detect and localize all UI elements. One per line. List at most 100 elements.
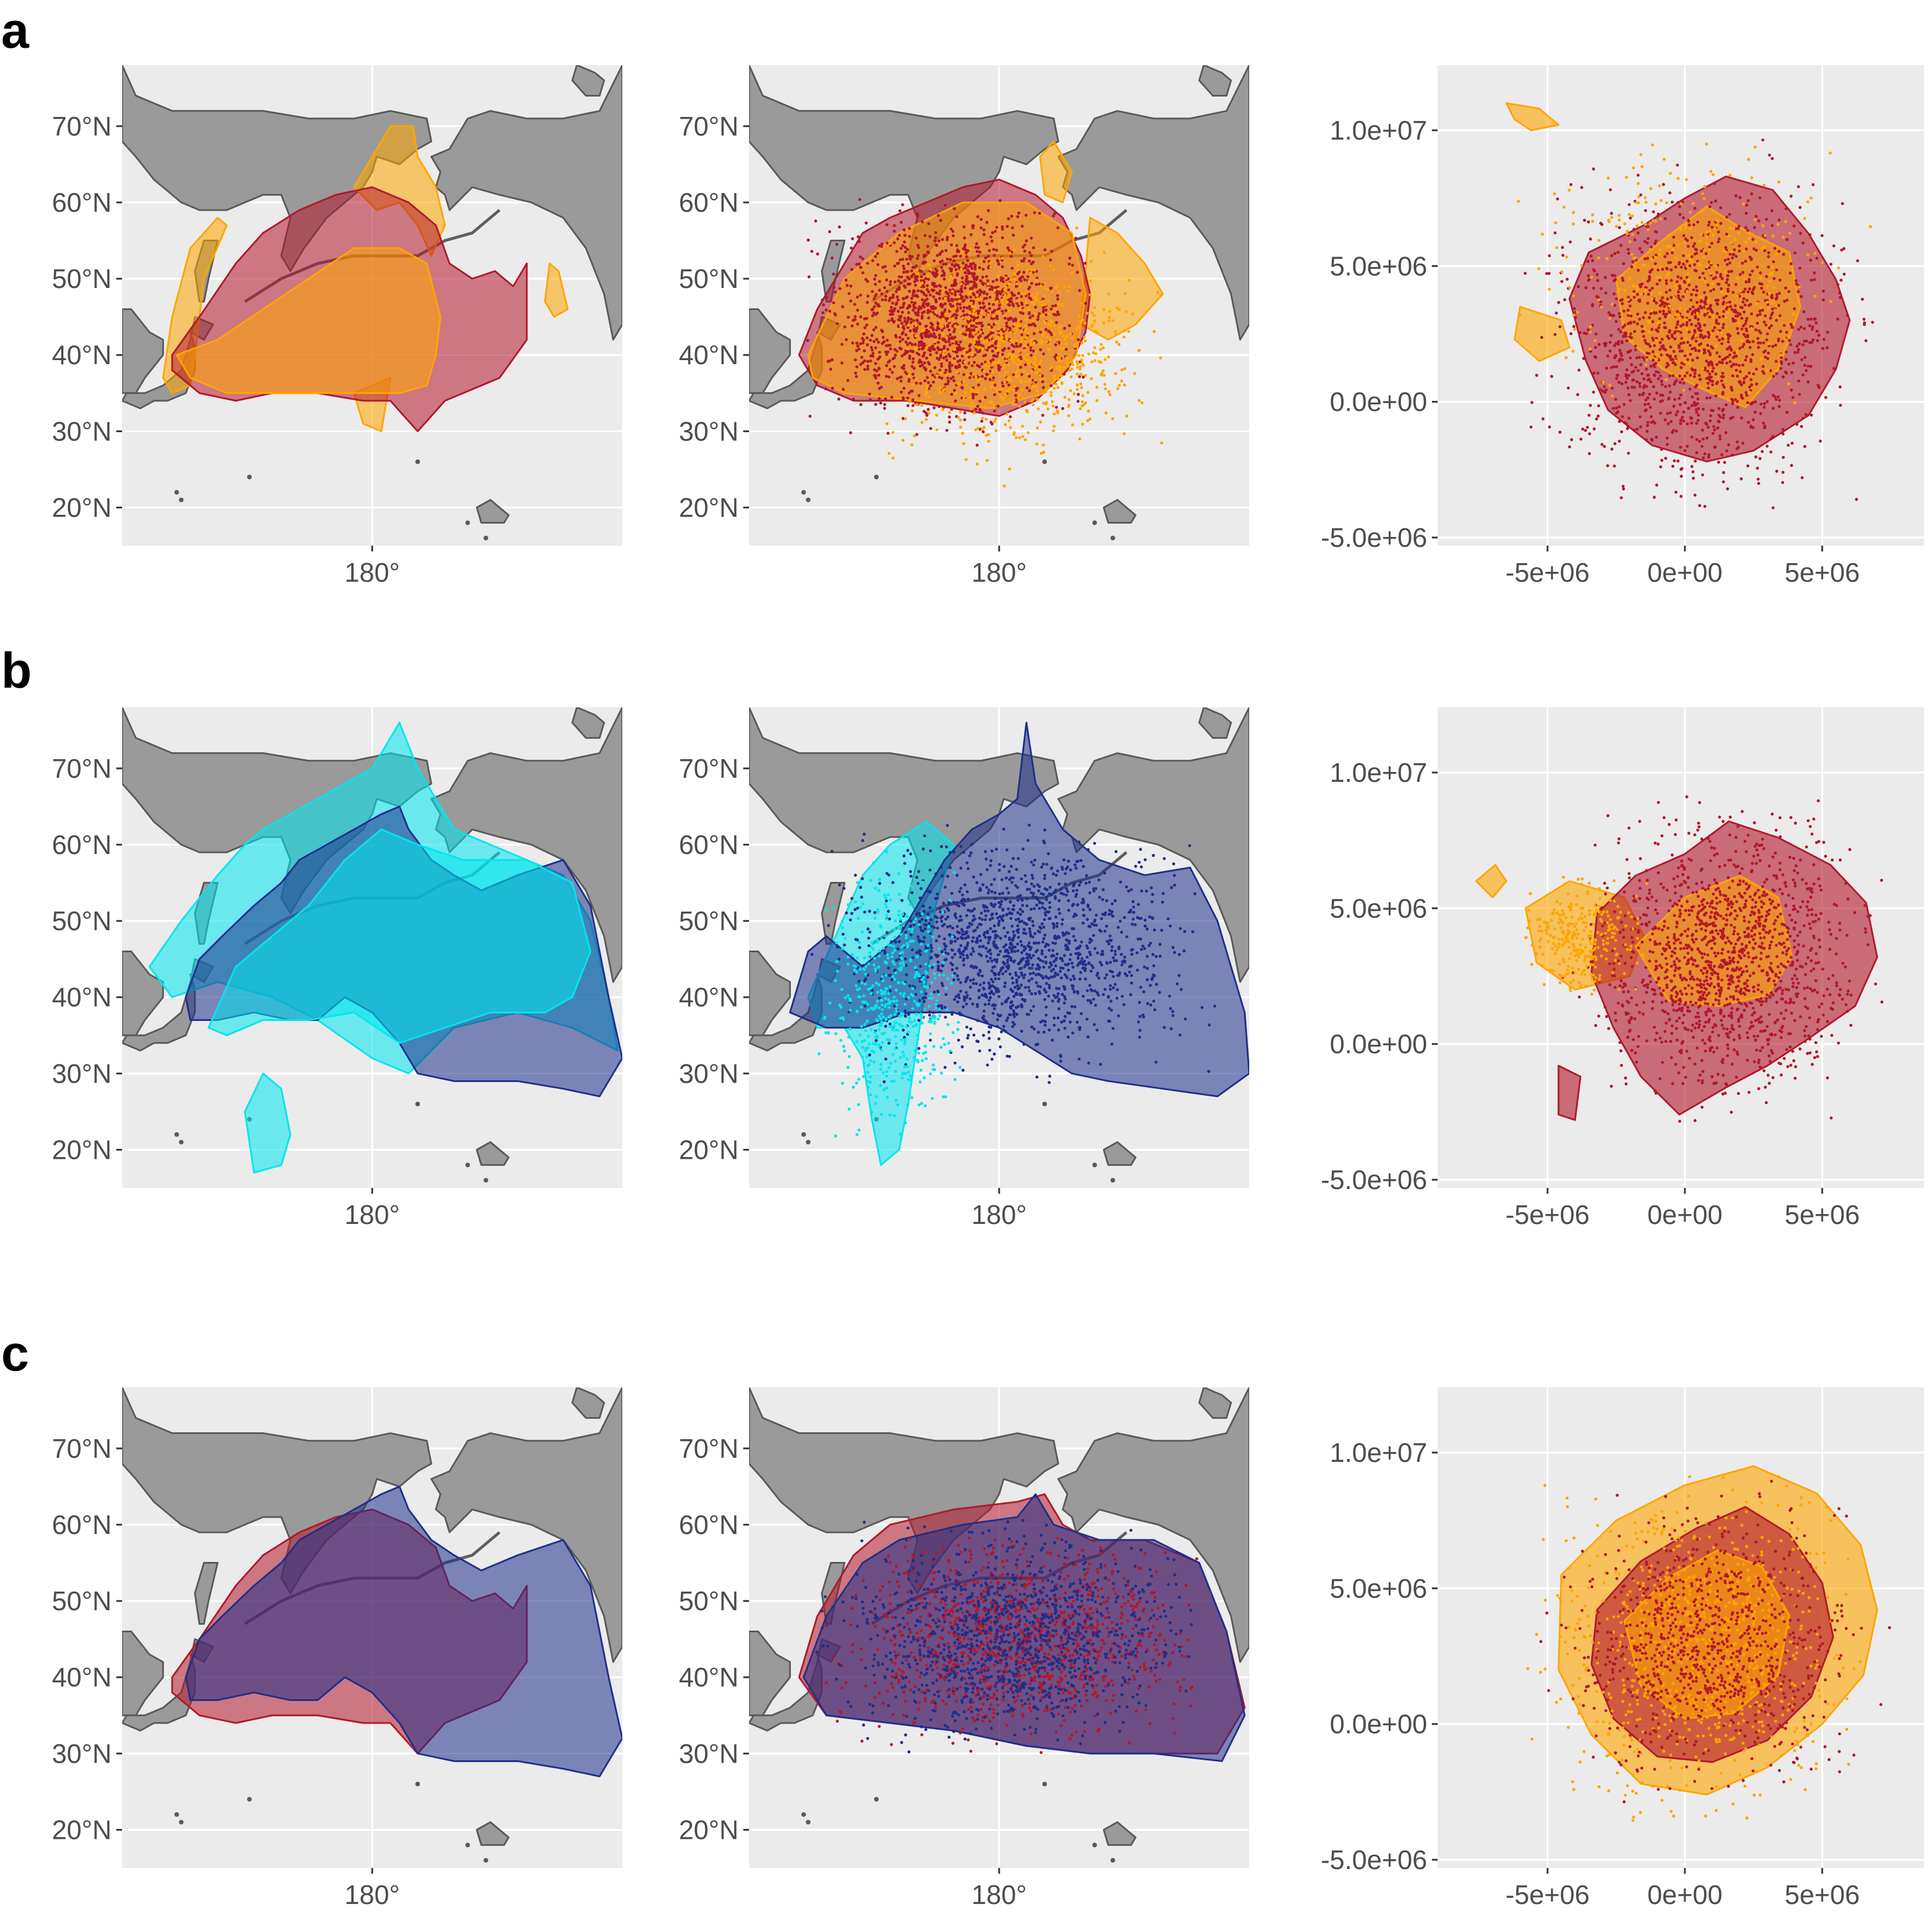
occurrence-point (1682, 254, 1685, 258)
occurrence-point (1013, 385, 1017, 389)
occurrence-point (1625, 176, 1628, 179)
occurrence-point (1690, 465, 1694, 468)
occurrence-point (1049, 384, 1053, 387)
occurrence-point (976, 379, 979, 383)
occurrence-point (978, 266, 982, 269)
occurrence-point (921, 220, 924, 223)
occurrence-point (892, 293, 895, 297)
occurrence-point (1696, 418, 1700, 422)
occurrence-point (992, 1012, 995, 1015)
occurrence-point (1670, 308, 1674, 311)
occurrence-point (979, 306, 982, 309)
occurrence-point (1809, 196, 1813, 200)
occurrence-point (1637, 269, 1640, 272)
occurrence-point (1207, 1070, 1210, 1073)
occurrence-point (908, 357, 911, 360)
occurrence-point (1651, 286, 1654, 290)
occurrence-point (965, 1025, 969, 1029)
occurrence-point (1771, 407, 1775, 410)
occurrence-point (1588, 452, 1591, 455)
occurrence-point (1019, 343, 1022, 346)
occurrence-point (1790, 388, 1793, 392)
occurrence-point (901, 203, 904, 207)
occurrence-point (1067, 398, 1071, 401)
occurrence-point (1705, 230, 1709, 234)
occurrence-point (925, 414, 929, 417)
occurrence-point (974, 345, 978, 348)
occurrence-point (1067, 414, 1071, 418)
occurrence-point (956, 272, 959, 276)
occurrence-point (1640, 325, 1644, 328)
occurrence-point (974, 282, 978, 286)
occurrence-point (1664, 378, 1668, 382)
occurrence-point (1785, 330, 1788, 334)
occurrence-point (960, 282, 963, 286)
occurrence-point (1725, 232, 1728, 236)
occurrence-point (938, 333, 942, 337)
occurrence-point (1674, 359, 1677, 362)
occurrence-point (899, 306, 903, 309)
occurrence-point (1003, 955, 1006, 958)
occurrence-point (949, 850, 952, 855)
occurrence-point (1620, 298, 1624, 301)
occurrence-point (1179, 927, 1182, 930)
occurrence-point (969, 287, 972, 290)
occurrence-point (1067, 939, 1071, 943)
occurrence-point (907, 311, 910, 315)
occurrence-point (899, 281, 903, 284)
occurrence-point (1648, 316, 1651, 319)
occurrence-point (1734, 398, 1737, 401)
occurrence-point (952, 850, 956, 854)
occurrence-point (1701, 473, 1705, 476)
occurrence-point (1681, 262, 1685, 266)
occurrence-point (1759, 341, 1762, 345)
occurrence-point (861, 341, 865, 345)
occurrence-point (1067, 284, 1071, 288)
occurrence-point (1680, 337, 1684, 340)
occurrence-point (982, 1018, 986, 1022)
occurrence-point (1056, 952, 1059, 956)
occurrence-point (1632, 292, 1635, 296)
occurrence-point (1044, 402, 1048, 406)
occurrence-point (1026, 431, 1030, 435)
occurrence-point (1646, 402, 1651, 405)
occurrence-point (1806, 253, 1810, 257)
occurrence-point (1638, 355, 1641, 359)
occurrence-point (963, 305, 966, 309)
occurrence-point (837, 397, 840, 401)
occurrence-point (1667, 271, 1671, 275)
occurrence-point (1679, 298, 1683, 302)
occurrence-point (1028, 316, 1032, 319)
occurrence-point (1609, 188, 1612, 191)
occurrence-point (1788, 271, 1792, 275)
occurrence-point (1725, 361, 1728, 365)
occurrence-point (984, 417, 988, 421)
occurrence-point (1664, 313, 1667, 316)
occurrence-point (1733, 238, 1737, 241)
occurrence-point (1617, 419, 1621, 423)
occurrence-point (918, 341, 922, 344)
occurrence-point (946, 347, 950, 351)
occurrence-point (1638, 300, 1641, 303)
occurrence-point (994, 337, 997, 340)
occurrence-point (1685, 290, 1689, 293)
occurrence-point (950, 263, 954, 266)
occurrence-point (1099, 343, 1103, 346)
occurrence-point (1756, 467, 1759, 470)
occurrence-point (1782, 252, 1785, 256)
occurrence-point (1634, 348, 1637, 351)
occurrence-point (1033, 324, 1037, 328)
occurrence-point (1541, 232, 1544, 236)
occurrence-point (1701, 192, 1705, 195)
occurrence-point (874, 326, 878, 329)
occurrence-point (1646, 421, 1650, 424)
occurrence-point (1821, 347, 1824, 350)
occurrence-point (1640, 372, 1644, 375)
occurrence-point (1020, 301, 1024, 305)
occurrence-point (907, 277, 911, 280)
occurrence-point (857, 347, 861, 351)
occurrence-point (1659, 374, 1662, 378)
occurrence-point (1042, 331, 1046, 334)
occurrence-point (1714, 200, 1717, 203)
